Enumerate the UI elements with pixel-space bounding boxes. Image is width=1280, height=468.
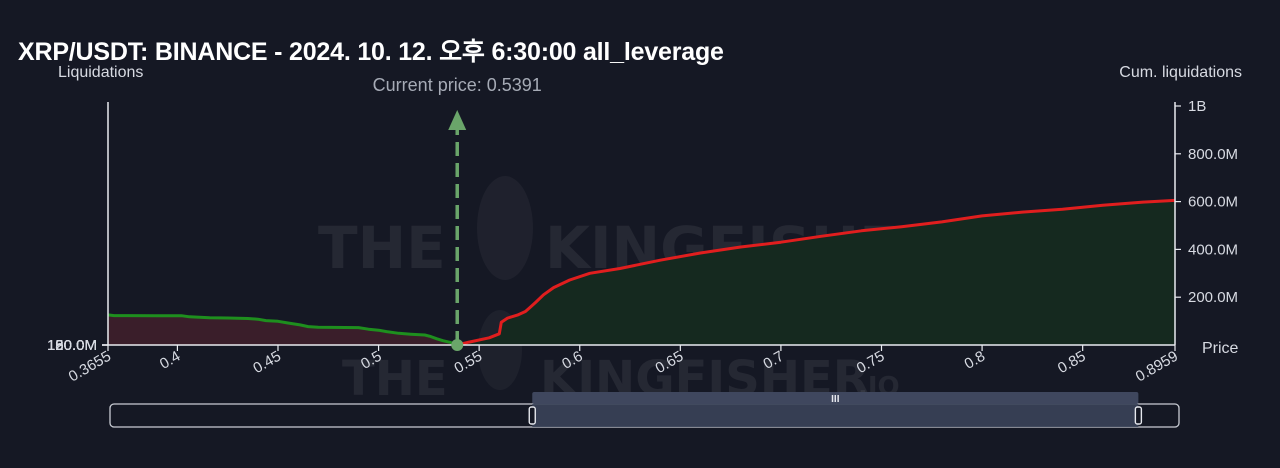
watermark-text: THE: [318, 214, 446, 282]
x-tick-label: 0.8: [962, 348, 989, 373]
y-left-tick-label: 120.0M: [47, 337, 97, 354]
watermark-text: THE: [342, 351, 448, 407]
y-right-tick-label: 600.0M: [1188, 194, 1238, 211]
x-tick-label: 0.45: [250, 348, 284, 377]
range-slider[interactable]: III: [109, 392, 1180, 428]
x-axis-title: Price: [1202, 340, 1239, 357]
y-right-tick-label: 200.0M: [1188, 289, 1238, 306]
current-price-marker: Current price: 0.5391: [373, 75, 542, 351]
cum-short-area: [457, 200, 1175, 345]
y-right-axis-title: Cum. liquidations: [1119, 64, 1242, 81]
y-left-axis-title: Liquidations: [58, 64, 143, 81]
range-slider-window[interactable]: [532, 404, 1139, 427]
y-left-tick-label: 180.0M: [47, 337, 97, 354]
x-tick-label: 0.85: [1055, 348, 1089, 377]
range-slider-handle[interactable]: [528, 406, 536, 425]
y-right-tick-label: 1B: [1188, 98, 1206, 115]
cumulative-lines: [107, 198, 1176, 347]
cum-short-line: [456, 198, 1176, 347]
y-right-tick-label: 800.0M: [1188, 146, 1238, 163]
current-price-label: Current price: 0.5391: [373, 75, 542, 95]
range-slider-handle[interactable]: [1134, 406, 1143, 425]
range-slider-grip[interactable]: [532, 392, 1139, 404]
x-tick-label: 0.4: [157, 348, 184, 373]
y-left-tick-label: 30.0M: [55, 337, 97, 354]
y-left-tick-label: 90.0M: [55, 337, 97, 354]
cumulative-areas: [108, 200, 1175, 345]
watermark-bird-icon: [477, 176, 533, 280]
y-left-tick-label: 60.0M: [55, 337, 97, 354]
cum-long-line: [107, 313, 458, 347]
cum-long-area: [108, 314, 458, 345]
x-tick-label: 0.8959: [1133, 348, 1181, 386]
current-price-arrow-icon: [448, 110, 467, 130]
range-slider-grip-icon: III: [831, 394, 840, 405]
current-price-dot: [451, 339, 464, 351]
chart-title: XRP/USDT: BINANCE - 2024. 10. 12. 오후 6:3…: [18, 38, 724, 66]
y-right-tick-label: 400.0M: [1188, 241, 1238, 258]
y-left-tick-label: 150.0M: [47, 337, 97, 354]
